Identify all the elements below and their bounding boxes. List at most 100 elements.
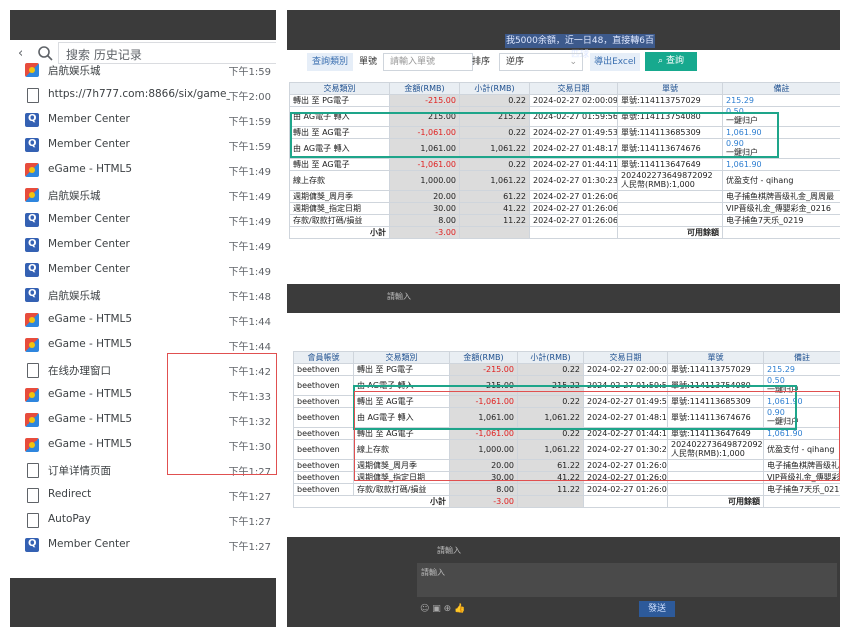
column-header: 交易類別 bbox=[289, 82, 390, 95]
table-row: 存款/取款打碼/損益 8.00 11.22 2024-02-27 01:26:06 电子… bbox=[289, 214, 840, 227]
export-excel-button[interactable]: 導出Excel bbox=[590, 53, 640, 71]
history-item[interactable]: eGame - HTML5 下午1:49 bbox=[10, 158, 276, 183]
history-item-time: 下午1:59 bbox=[228, 117, 271, 128]
history-item[interactable]: 订单详情页面 下午1:27 bbox=[10, 458, 276, 483]
history-item[interactable]: 在线办理窗口 下午1:42 bbox=[10, 358, 276, 383]
amount-cell: 30.00 bbox=[389, 202, 460, 215]
history-item-time: 下午1:49 bbox=[228, 192, 271, 203]
subtotal-cell: 1,061.22 bbox=[459, 170, 530, 191]
history-item-title: Member Center bbox=[48, 138, 130, 150]
history-item-title: eGame - HTML5 bbox=[48, 313, 133, 325]
date-cell: 2024-02-27 01:44:11 bbox=[529, 158, 618, 171]
available-balance-label: 可用餘額 bbox=[667, 495, 764, 508]
history-item-time: 下午1:44 bbox=[228, 317, 271, 328]
note-cell: 优盈支付 - qihang bbox=[722, 170, 840, 191]
image-icon[interactable]: ▣ bbox=[432, 604, 441, 614]
history-search-input[interactable] bbox=[58, 42, 276, 64]
cell-line: 一鍵归户 bbox=[767, 416, 799, 426]
window-titlebar bbox=[10, 10, 276, 40]
history-item[interactable]: 启航娱乐城 下午1:48 bbox=[10, 283, 276, 308]
page-icon bbox=[27, 363, 39, 378]
history-item[interactable]: 启航娱乐城 下午1:49 bbox=[10, 183, 276, 208]
history-item[interactable]: Member Center 下午1:59 bbox=[10, 133, 276, 158]
history-item[interactable]: Member Center 下午1:27 bbox=[10, 533, 276, 558]
history-item[interactable]: Member Center 下午1:49 bbox=[10, 208, 276, 233]
cell-line: 202402273649872092 bbox=[671, 440, 763, 449]
emoji-icon[interactable]: ☺ bbox=[420, 604, 430, 614]
column-header: 交易日期 bbox=[529, 82, 618, 95]
sort-select-value: 逆序 bbox=[506, 57, 525, 67]
history-item[interactable]: Member Center 下午1:49 bbox=[10, 233, 276, 258]
history-search-row: ‹ 搜索 历史记录 bbox=[10, 42, 276, 68]
history-item-title: eGame - HTML5 bbox=[48, 338, 133, 350]
thumbs-up-icon[interactable]: 👍 bbox=[454, 604, 466, 614]
chevron-down-icon: ⌄ bbox=[569, 57, 577, 67]
query-button[interactable]: ⌕ 查詢 bbox=[645, 52, 697, 71]
query-type-tab[interactable]: 查詢類別 bbox=[307, 53, 353, 71]
history-item-title: 启航娱乐城 bbox=[48, 190, 101, 202]
order-cell: 單號:114113757029 bbox=[617, 94, 723, 107]
order-search-input[interactable]: 請輸入單號 bbox=[383, 53, 473, 71]
history-item[interactable]: https://7h777.com:8866/six/game_ent...下午… bbox=[10, 83, 276, 108]
amount-cell: -215.00 bbox=[449, 363, 518, 376]
history-item[interactable]: eGame - HTML5 下午1:33 bbox=[10, 383, 276, 408]
member-cell: beethoven bbox=[293, 483, 354, 496]
history-item-title: eGame - HTML5 bbox=[48, 163, 133, 175]
type-cell: 存款/取款打碼/損益 bbox=[353, 483, 450, 496]
table-row: 週期傭獎_指定日期 30.00 41.22 2024-02-27 01:26:06 VI… bbox=[289, 202, 840, 215]
page-icon bbox=[27, 463, 39, 478]
history-item-title: 在线办理窗口 bbox=[48, 365, 111, 377]
transaction-panel-bottom: 會員帳號 交易類別 金額(RMB) 小計(RMB) 交易日期 單號 備註 beethoven… bbox=[287, 323, 840, 627]
empty-cell bbox=[763, 495, 840, 508]
history-item[interactable]: Member Center 下午1:49 bbox=[10, 258, 276, 283]
column-header: 交易類別 bbox=[353, 351, 450, 364]
history-item-title: eGame - HTML5 bbox=[48, 438, 133, 450]
cell-line: 一鍵归户 bbox=[726, 147, 758, 157]
table-row: 由 AG電子 轉入 215.00 215.22 2024-02-27 01:59:56… bbox=[289, 106, 840, 127]
cell-line: 0.90 bbox=[767, 408, 785, 417]
send-button[interactable]: 發送 bbox=[639, 601, 675, 617]
subtotal-cell: 61.22 bbox=[517, 459, 584, 472]
history-item[interactable]: 启航娱乐城 下午1:59 bbox=[10, 58, 276, 83]
history-item-time: 下午1:49 bbox=[228, 242, 271, 253]
cell-line: 人民幣(RMB):1,000 bbox=[621, 179, 695, 189]
cell-line: 0.90 bbox=[726, 139, 744, 148]
history-item[interactable]: eGame - HTML5 下午1:44 bbox=[10, 308, 276, 333]
chat-input[interactable]: 請輸入 bbox=[417, 563, 837, 597]
amount-cell: 20.00 bbox=[389, 190, 460, 203]
history-item-title: https://7h777.com:8866/six/game_ent... bbox=[48, 88, 230, 100]
cell-line: 202402273649872092 bbox=[621, 171, 713, 180]
history-item[interactable]: eGame - HTML5 下午1:30 bbox=[10, 433, 276, 458]
table-header-row: 會員帳號 交易類別 金額(RMB) 小計(RMB) 交易日期 單號 備註 bbox=[293, 351, 840, 364]
history-item[interactable]: Redirect 下午1:27 bbox=[10, 483, 276, 508]
column-header: 備註 bbox=[722, 82, 840, 95]
table-row: beethoven 轉出 至 AG電子 -1,061.00 0.22 2024-02-2… bbox=[293, 427, 840, 440]
history-item-time: 下午1:27 bbox=[228, 467, 271, 478]
order-cell bbox=[617, 214, 723, 227]
amount-cell: 8.00 bbox=[449, 483, 518, 496]
sort-select[interactable]: 逆序 ⌄ bbox=[499, 53, 583, 71]
history-item-title: eGame - HTML5 bbox=[48, 388, 133, 400]
amount-cell: -215.00 bbox=[389, 94, 460, 107]
note-cell: 电子捕鱼7天乐_0219 bbox=[763, 483, 840, 496]
history-item-time: 下午2:00 bbox=[228, 92, 271, 103]
highlight-box-red-bottom bbox=[354, 391, 840, 481]
chat-placeholder-2: 請輸入 bbox=[421, 568, 445, 577]
egame-favicon-icon bbox=[25, 388, 39, 402]
member-center-favicon-icon bbox=[25, 263, 39, 277]
transaction-table-bottom: 會員帳號 交易類別 金額(RMB) 小計(RMB) 交易日期 單號 備註 beethoven… bbox=[293, 351, 840, 508]
type-cell: 週期傭獎_指定日期 bbox=[289, 202, 390, 215]
history-item[interactable]: AutoPay 下午1:27 bbox=[10, 508, 276, 533]
history-item-time: 下午1:44 bbox=[228, 342, 271, 353]
history-item-title: Member Center bbox=[48, 113, 130, 125]
subtotal-cell: 1,061.22 bbox=[517, 439, 584, 460]
sort-label: 排序 bbox=[471, 57, 490, 67]
history-item[interactable]: eGame - HTML5 下午1:44 bbox=[10, 333, 276, 358]
history-panel: ‹ 搜索 历史记录 启航娱乐城 下午1:59 https://7h777.com:8… bbox=[10, 10, 276, 627]
history-item[interactable]: Member Center 下午1:59 bbox=[10, 108, 276, 133]
history-item[interactable]: eGame - HTML5 下午1:32 bbox=[10, 408, 276, 433]
add-icon[interactable]: ⊕ bbox=[443, 604, 452, 614]
back-arrow-icon[interactable]: ‹ bbox=[18, 46, 24, 61]
history-item-title: 启航娱乐城 bbox=[48, 290, 101, 302]
member-cell: beethoven bbox=[293, 407, 354, 428]
